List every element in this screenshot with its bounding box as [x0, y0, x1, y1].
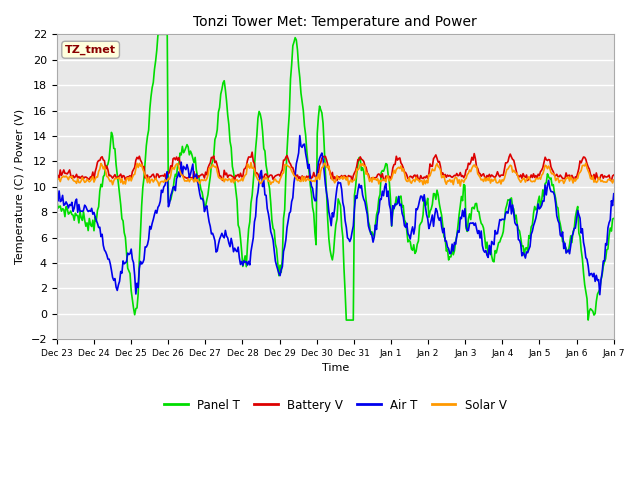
Text: TZ_tmet: TZ_tmet: [65, 45, 116, 55]
Solar V: [456, 183, 464, 189]
Panel T: [465, 216, 472, 221]
Air T: [392, 202, 400, 208]
Panel T: [561, 243, 569, 249]
Solar V: [53, 174, 61, 180]
Solar V: [226, 177, 234, 182]
Battery V: [348, 178, 356, 184]
Air T: [296, 132, 303, 138]
Battery V: [248, 149, 256, 155]
Panel T: [367, 231, 374, 237]
Solar V: [610, 177, 618, 183]
Air T: [596, 292, 604, 298]
Air T: [53, 195, 61, 201]
Air T: [560, 246, 568, 252]
Line: Panel T: Panel T: [57, 35, 614, 320]
Battery V: [367, 177, 374, 182]
Battery V: [226, 172, 234, 178]
Battery V: [289, 165, 297, 170]
Panel T: [610, 216, 618, 221]
Battery V: [394, 157, 401, 163]
Solar V: [561, 178, 569, 184]
Legend: Panel T, Battery V, Air T, Solar V: Panel T, Battery V, Air T, Solar V: [159, 394, 511, 416]
X-axis label: Time: Time: [322, 363, 349, 373]
Y-axis label: Temperature (C) / Power (V): Temperature (C) / Power (V): [15, 109, 25, 264]
Solar V: [465, 170, 472, 176]
Panel T: [342, 317, 350, 323]
Panel T: [156, 32, 163, 37]
Solar V: [247, 160, 255, 166]
Solar V: [365, 179, 373, 184]
Battery V: [561, 176, 569, 181]
Battery V: [610, 172, 618, 178]
Air T: [226, 244, 234, 250]
Panel T: [289, 43, 297, 48]
Battery V: [465, 160, 472, 166]
Panel T: [394, 201, 401, 206]
Air T: [463, 228, 471, 233]
Air T: [610, 191, 618, 197]
Panel T: [53, 196, 61, 202]
Solar V: [289, 170, 297, 176]
Title: Tonzi Tower Met: Temperature and Power: Tonzi Tower Met: Temperature and Power: [193, 15, 477, 29]
Line: Solar V: Solar V: [57, 163, 614, 186]
Air T: [288, 199, 296, 204]
Line: Air T: Air T: [57, 135, 614, 295]
Line: Battery V: Battery V: [57, 152, 614, 181]
Solar V: [392, 167, 400, 172]
Battery V: [53, 174, 61, 180]
Air T: [365, 227, 373, 233]
Panel T: [227, 144, 235, 150]
